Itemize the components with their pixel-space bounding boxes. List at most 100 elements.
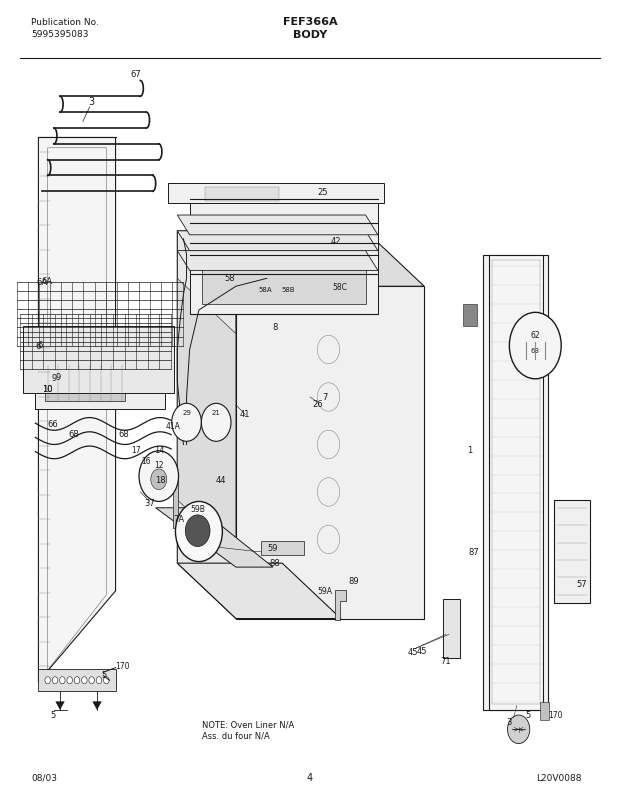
Bar bbox=[492, 260, 540, 704]
Text: 58B: 58B bbox=[281, 287, 295, 293]
Polygon shape bbox=[177, 563, 341, 619]
Text: 58C: 58C bbox=[332, 283, 347, 292]
Text: 25: 25 bbox=[317, 188, 327, 198]
Text: NOTE: Oven Liner N/A: NOTE: Oven Liner N/A bbox=[202, 721, 294, 730]
Polygon shape bbox=[177, 251, 378, 271]
Text: 58A: 58A bbox=[259, 287, 272, 293]
Bar bbox=[520, 569, 541, 611]
Text: 18: 18 bbox=[155, 476, 166, 485]
Bar bbox=[168, 183, 384, 203]
Circle shape bbox=[175, 502, 223, 561]
Text: 44: 44 bbox=[215, 476, 226, 484]
Text: 5: 5 bbox=[102, 671, 107, 680]
Text: 21: 21 bbox=[212, 410, 221, 416]
Bar bbox=[489, 255, 543, 710]
Bar bbox=[190, 255, 378, 314]
Text: 45: 45 bbox=[416, 647, 427, 657]
Bar bbox=[520, 629, 541, 670]
Text: 6A: 6A bbox=[37, 278, 48, 287]
Text: 63: 63 bbox=[531, 348, 540, 354]
Text: 14: 14 bbox=[154, 445, 165, 454]
Bar bbox=[190, 223, 378, 275]
Circle shape bbox=[96, 676, 102, 684]
Text: 10: 10 bbox=[42, 384, 53, 394]
Bar bbox=[38, 669, 115, 692]
Bar bbox=[23, 326, 174, 393]
Bar bbox=[443, 599, 460, 658]
Text: 10: 10 bbox=[42, 384, 53, 394]
Text: 87: 87 bbox=[468, 549, 479, 557]
Bar bbox=[520, 451, 541, 492]
Circle shape bbox=[151, 469, 167, 490]
Text: 89: 89 bbox=[348, 577, 359, 586]
Circle shape bbox=[510, 312, 561, 379]
Bar bbox=[520, 510, 541, 551]
Polygon shape bbox=[177, 231, 378, 251]
Text: L20V0088: L20V0088 bbox=[536, 774, 582, 783]
Text: BODY: BODY bbox=[293, 29, 327, 40]
Text: 66: 66 bbox=[47, 420, 58, 430]
Circle shape bbox=[45, 676, 50, 684]
Circle shape bbox=[104, 676, 109, 684]
Text: 8: 8 bbox=[272, 323, 278, 332]
Text: Publication No.: Publication No. bbox=[31, 18, 99, 27]
Text: 58: 58 bbox=[224, 274, 235, 283]
Bar bbox=[190, 199, 378, 243]
Text: 5: 5 bbox=[50, 711, 55, 719]
Circle shape bbox=[67, 676, 73, 684]
Bar bbox=[35, 349, 165, 409]
Bar bbox=[45, 365, 125, 401]
Text: 12: 12 bbox=[154, 461, 164, 470]
Text: 26: 26 bbox=[312, 400, 324, 410]
Polygon shape bbox=[177, 231, 424, 286]
Bar bbox=[492, 629, 514, 670]
Bar bbox=[492, 510, 514, 551]
Circle shape bbox=[74, 676, 80, 684]
Polygon shape bbox=[156, 508, 273, 567]
Text: 67: 67 bbox=[131, 70, 141, 79]
Text: 3: 3 bbox=[506, 719, 511, 727]
Text: 37: 37 bbox=[144, 499, 155, 508]
Bar bbox=[202, 260, 366, 303]
Text: 5: 5 bbox=[525, 711, 531, 719]
Text: 62: 62 bbox=[531, 331, 540, 340]
Text: 170: 170 bbox=[115, 661, 130, 670]
Bar bbox=[463, 303, 477, 326]
Text: FEF366A: FEF366A bbox=[283, 17, 337, 27]
Circle shape bbox=[52, 676, 58, 684]
Circle shape bbox=[172, 403, 202, 441]
Bar bbox=[554, 500, 590, 603]
Text: 41: 41 bbox=[240, 410, 250, 419]
Text: 71: 71 bbox=[440, 657, 451, 665]
Text: 88: 88 bbox=[270, 559, 280, 568]
Text: 68: 68 bbox=[69, 430, 79, 439]
Polygon shape bbox=[177, 231, 236, 619]
Polygon shape bbox=[56, 702, 64, 710]
Text: 08/03: 08/03 bbox=[31, 774, 57, 783]
Text: 59: 59 bbox=[268, 545, 278, 553]
Text: 42: 42 bbox=[330, 237, 341, 245]
Bar bbox=[492, 451, 514, 492]
Text: Ass. du four N/A: Ass. du four N/A bbox=[202, 731, 270, 740]
Polygon shape bbox=[93, 702, 102, 710]
Circle shape bbox=[89, 676, 94, 684]
Text: 9: 9 bbox=[56, 372, 61, 382]
Bar bbox=[520, 391, 541, 433]
Text: 6A: 6A bbox=[41, 277, 52, 286]
Bar bbox=[205, 187, 279, 201]
Circle shape bbox=[202, 403, 231, 441]
Polygon shape bbox=[177, 215, 378, 235]
Bar bbox=[520, 332, 541, 373]
Circle shape bbox=[82, 676, 87, 684]
Bar bbox=[492, 391, 514, 433]
Text: 7A: 7A bbox=[174, 515, 185, 524]
Text: 7: 7 bbox=[322, 393, 327, 403]
Text: 68: 68 bbox=[118, 430, 129, 439]
Circle shape bbox=[185, 515, 210, 546]
Bar bbox=[492, 569, 514, 611]
Polygon shape bbox=[177, 279, 236, 555]
Text: 45: 45 bbox=[408, 648, 419, 657]
Text: ReplacementParts.com: ReplacementParts.com bbox=[246, 439, 374, 449]
Text: 170: 170 bbox=[548, 711, 562, 719]
Text: 1: 1 bbox=[467, 445, 472, 454]
